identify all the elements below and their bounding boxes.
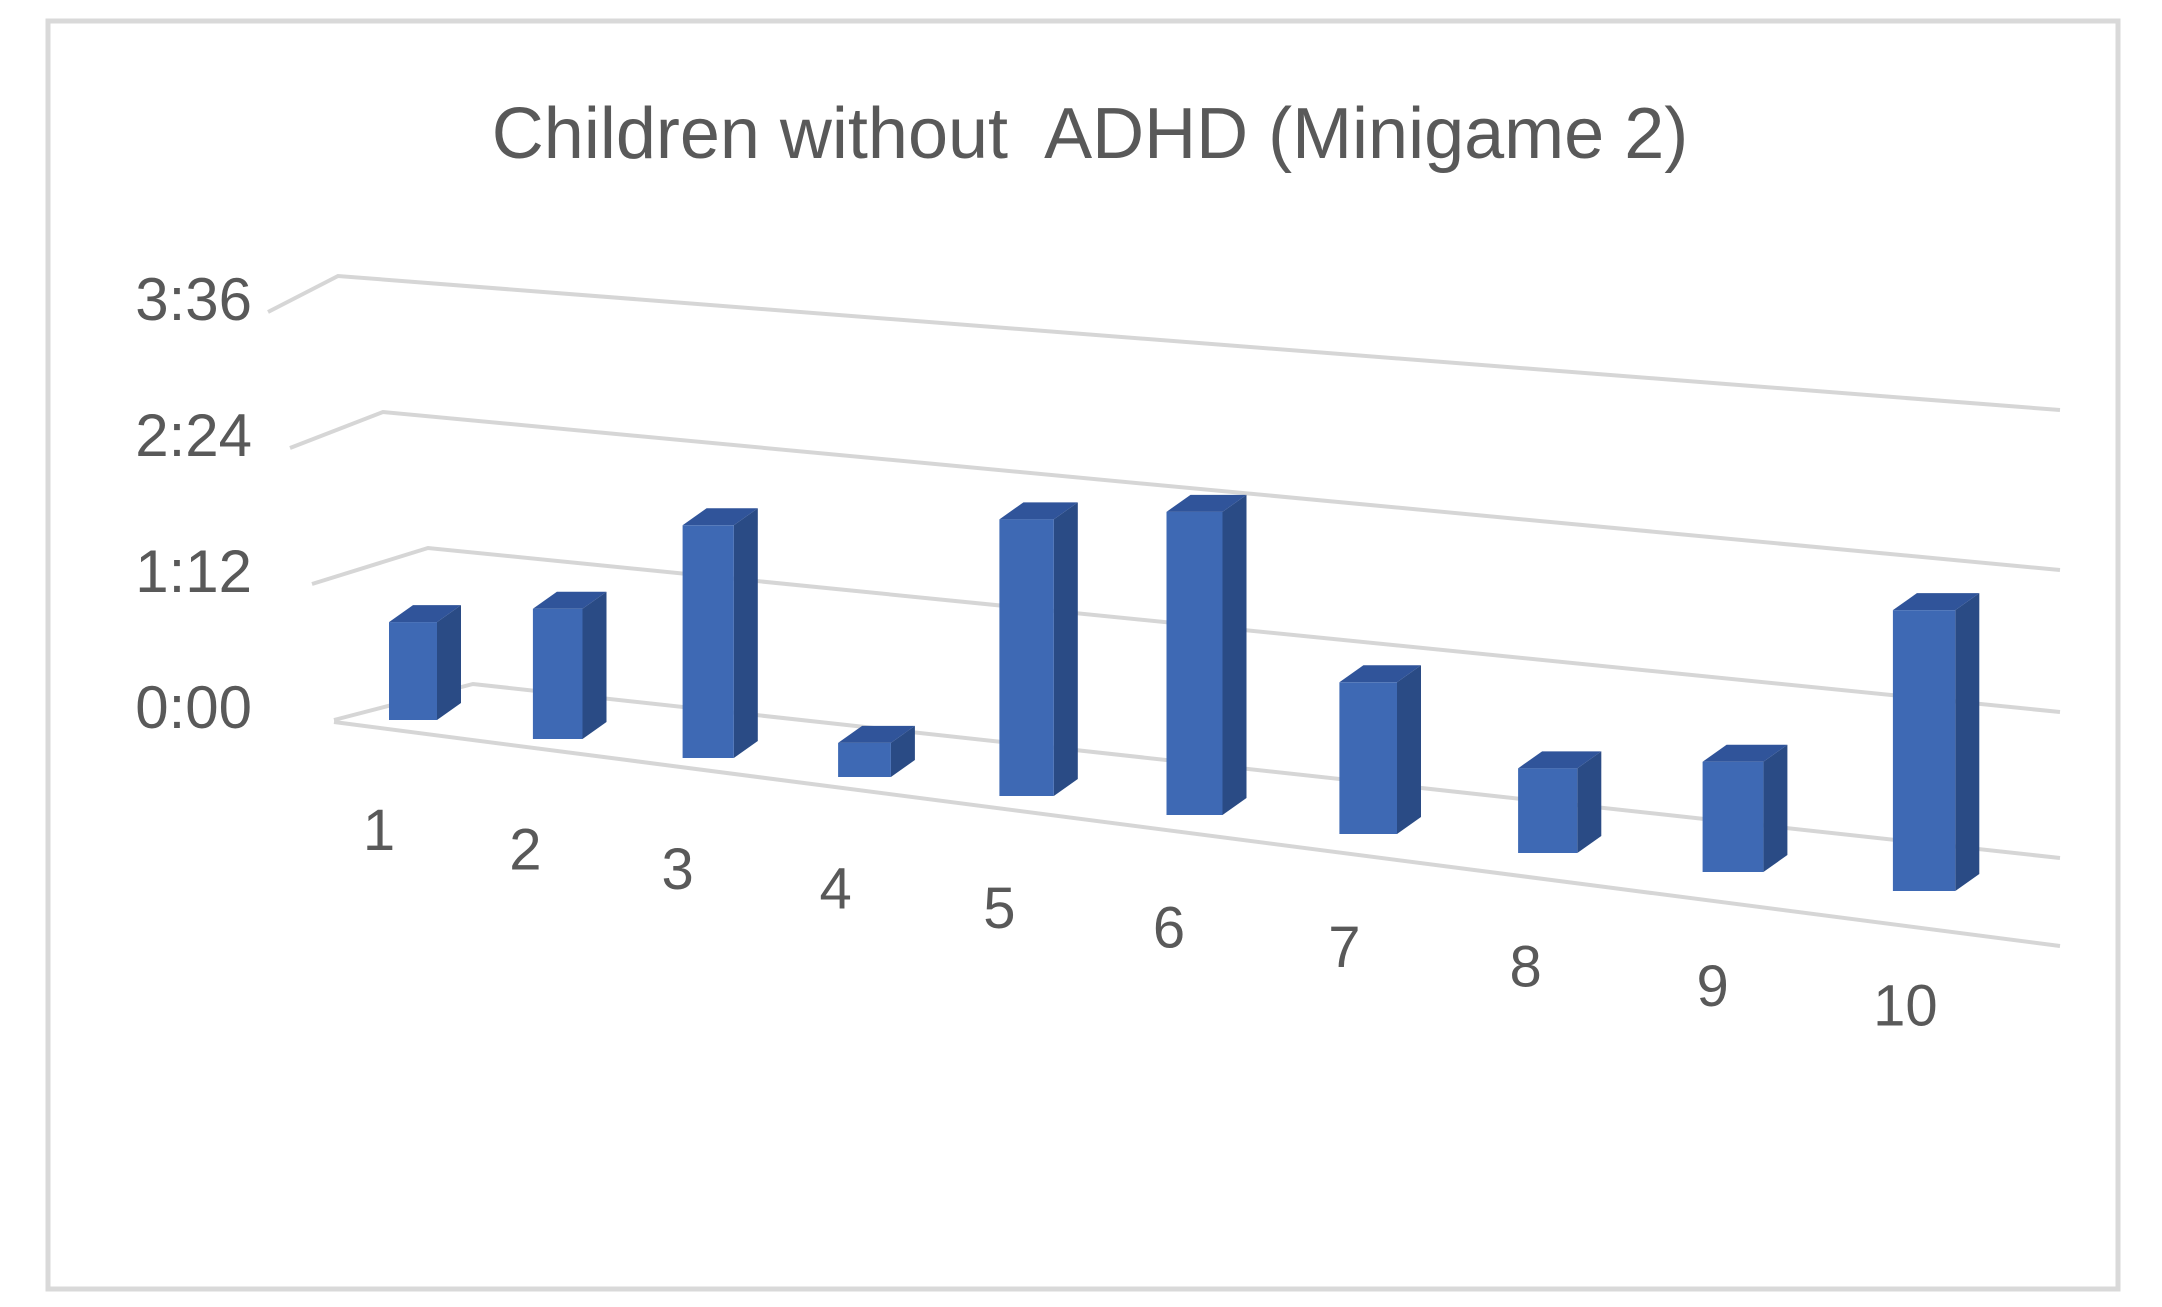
- bar-category-9: [1702, 744, 1788, 872]
- bar-front-face: [1892, 610, 1956, 891]
- x-axis-label-3: 3: [661, 837, 693, 902]
- bar-top-face: [1339, 665, 1421, 683]
- bar-category-1: [389, 605, 461, 720]
- y-axis-label-0:00: 0:00: [135, 674, 252, 741]
- bar-front-face: [1339, 682, 1397, 834]
- bar-top-face: [389, 605, 461, 623]
- bar-side-face: [582, 591, 607, 739]
- bar-front-face: [1702, 761, 1764, 872]
- bar-category-10: [1892, 593, 1980, 891]
- x-axis-label-9: 9: [1696, 954, 1728, 1019]
- bar-front-face: [532, 608, 583, 739]
- bar-category-6: [1166, 494, 1247, 815]
- y-axis-label-3:36: 3:36: [135, 266, 252, 333]
- bar-top-face: [838, 725, 915, 743]
- floor-front-edge: [333, 720, 2061, 948]
- bar-top-face: [1892, 593, 1980, 611]
- x-axis-label-8: 8: [1509, 935, 1541, 1000]
- bar-top-face: [1702, 744, 1788, 762]
- x-axis-label-10: 10: [1873, 974, 1938, 1039]
- bar-top-face: [682, 508, 758, 526]
- bar-front-face: [1166, 511, 1223, 815]
- x-axis-label-5: 5: [983, 876, 1015, 941]
- bar-side-face: [437, 605, 461, 720]
- bar-side-face: [1222, 494, 1247, 815]
- bar-side-face: [1397, 665, 1421, 834]
- bar-top-face: [1166, 494, 1247, 512]
- bar-side-face: [1053, 502, 1078, 796]
- chart-border: [45, 18, 2121, 1292]
- floor-group: [333, 720, 2061, 948]
- bar-category-7: [1339, 665, 1421, 834]
- y-axis-label-1:12: 1:12: [135, 538, 252, 605]
- y-axis-labels-group: 3:36 2:24 1:12 0:00: [135, 266, 252, 741]
- bar-front-face: [999, 519, 1054, 796]
- bar-front-face: [1518, 768, 1578, 853]
- bar-side-face: [733, 508, 758, 758]
- bar-side-face: [1763, 744, 1788, 872]
- bar-category-5: [999, 502, 1078, 796]
- y-axis-label-2:24: 2:24: [135, 402, 252, 469]
- bar-category-4: [838, 725, 915, 777]
- bar-side-face: [890, 725, 915, 777]
- bar-category-8: [1518, 751, 1602, 853]
- bar-front-face: [682, 525, 734, 758]
- gridline-2:24: [289, 409, 2061, 572]
- bars-group: [389, 494, 1980, 891]
- x-axis-label-1: 1: [363, 798, 395, 863]
- x-axis-labels-group: 1 2 3 4 5 6 7 8 9 10: [363, 798, 1938, 1039]
- gridline-1:12: [311, 545, 2061, 714]
- chart-title: Children without ADHD (Minigame 2): [492, 94, 1688, 174]
- x-axis-label-7: 7: [1328, 915, 1360, 980]
- bar-front-face: [389, 622, 437, 720]
- bar-front-face: [838, 742, 891, 777]
- bar-top-face: [999, 502, 1078, 520]
- gridline-3:36: [267, 273, 2061, 412]
- bar-category-2: [532, 591, 607, 739]
- bar-category-3: [682, 508, 758, 758]
- bar-side-face: [1577, 751, 1602, 853]
- x-axis-label-6: 6: [1153, 896, 1185, 961]
- bar-top-face: [532, 591, 607, 609]
- x-axis-label-2: 2: [509, 818, 541, 883]
- bar-side-face: [1955, 593, 1980, 891]
- bar-top-face: [1518, 751, 1602, 769]
- x-axis-label-4: 4: [819, 857, 851, 922]
